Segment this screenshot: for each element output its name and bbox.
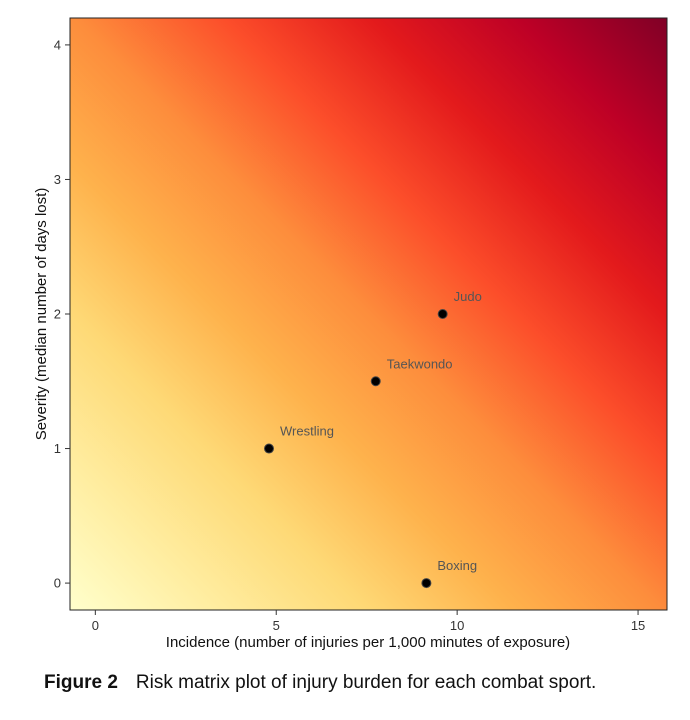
- x-tick-label: 10: [450, 618, 464, 633]
- figure-caption-text: Risk matrix plot of injury burden for ea…: [135, 672, 597, 693]
- plot-background: [70, 18, 667, 610]
- x-tick-label: 0: [92, 618, 99, 633]
- data-point-label: Boxing: [437, 558, 477, 573]
- y-axis-ticks: 0 1 2 3 4: [54, 37, 70, 591]
- data-point: [437, 309, 448, 319]
- data-point-label: Taekwondo: [387, 356, 453, 371]
- scatter-points: Judo Taekwondo Wrestling Boxing: [264, 289, 482, 589]
- y-tick-label: 4: [54, 37, 61, 52]
- y-tick-label: 0: [54, 576, 61, 591]
- y-axis-title: Severity (median number of days lost): [33, 188, 50, 441]
- figure-caption: Figure 2 Risk matrix plot of injury burde…: [44, 672, 596, 694]
- figure-number: Figure 2: [44, 672, 118, 693]
- data-point-label: Judo: [454, 289, 482, 304]
- data-point: [264, 443, 274, 454]
- x-axis-title: Incidence (number of injuries per 1,000 …: [166, 634, 570, 651]
- chart: 0 5 10 15 0 1 2 3 4 Judo Taekwondo Wrestling Boxin…: [33, 17, 668, 651]
- y-tick-label: 1: [54, 441, 61, 456]
- data-point: [421, 578, 432, 589]
- data-point-label: Wrestling: [280, 424, 334, 439]
- x-axis-ticks: 0 5 10 15: [92, 610, 645, 633]
- y-tick-label: 3: [54, 172, 61, 187]
- x-tick-label: 5: [273, 618, 280, 633]
- data-point: [370, 376, 381, 387]
- x-tick-label: 15: [631, 618, 645, 633]
- y-tick-label: 2: [54, 307, 61, 322]
